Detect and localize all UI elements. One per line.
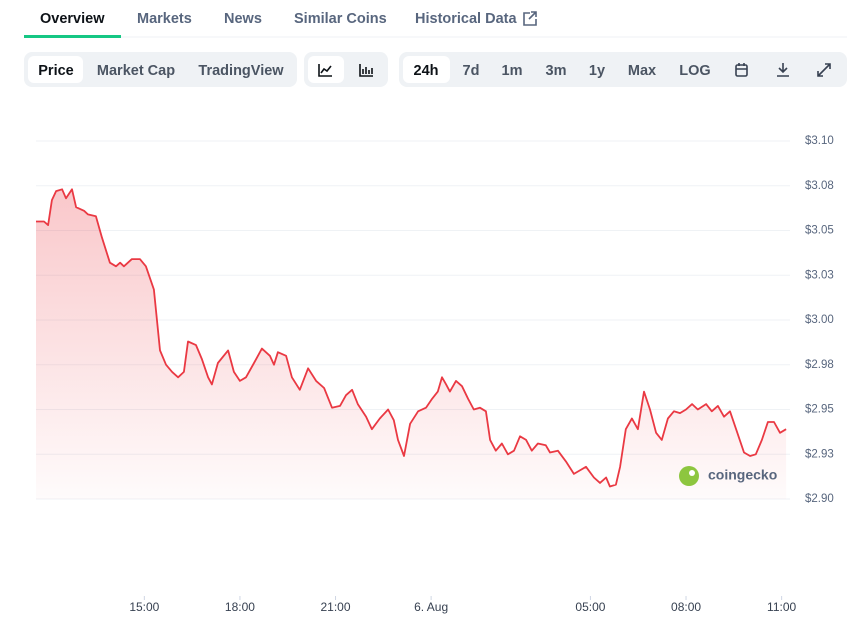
- active-button: [403, 56, 450, 83]
- y-tick-label: $3.08: [805, 180, 834, 192]
- x-tick-label: 11:00: [767, 600, 796, 614]
- mode-button[interactable]: Market Cap: [97, 63, 175, 79]
- range-button[interactable]: Max: [628, 63, 656, 79]
- tab[interactable]: Historical Data: [415, 11, 517, 27]
- range-button[interactable]: LOG: [679, 63, 710, 79]
- candle-icon[interactable]: [359, 64, 373, 77]
- mode-group: [24, 52, 297, 87]
- tab[interactable]: Overview: [40, 11, 105, 27]
- mode-button[interactable]: TradingView: [198, 63, 284, 79]
- x-tick-label: 08:00: [671, 600, 701, 614]
- active-button: [28, 56, 83, 83]
- x-tick-label: 15:00: [129, 600, 159, 614]
- tab[interactable]: Markets: [137, 11, 192, 27]
- download-icon[interactable]: [777, 63, 789, 77]
- tab[interactable]: Similar Coins: [294, 11, 387, 27]
- mode-button[interactable]: Price: [38, 63, 73, 79]
- y-tick-label: $3.05: [805, 225, 834, 237]
- range-button[interactable]: 1y: [589, 63, 605, 79]
- line-icon: [318, 64, 332, 77]
- external-link-icon: [523, 11, 537, 26]
- y-tick-label: $3.00: [805, 314, 834, 326]
- calendar-icon[interactable]: [735, 63, 748, 77]
- range-button[interactable]: 3m: [546, 63, 567, 79]
- x-tick-label: 21:00: [321, 600, 351, 614]
- y-tick-label: $3.10: [805, 135, 834, 147]
- x-tick-label: 05:00: [575, 600, 605, 614]
- watermark: coingecko: [679, 466, 777, 486]
- watermark-text: coingecko: [708, 467, 777, 483]
- y-tick-label: $2.90: [805, 493, 834, 505]
- price-area: [36, 189, 787, 500]
- y-tick-label: $2.93: [805, 448, 834, 460]
- range-button[interactable]: 1m: [502, 63, 523, 79]
- price-line: [36, 188, 787, 488]
- y-tick-label: $3.03: [805, 269, 834, 281]
- y-tick-label: $2.95: [805, 404, 834, 416]
- x-tick-label: 18:00: [225, 600, 255, 614]
- fullscreen-icon[interactable]: [817, 63, 831, 77]
- range-group: [399, 52, 847, 87]
- range-button[interactable]: 7d: [463, 63, 480, 79]
- plot: $3.10 $3.08 $3.05 $3.03 $3.00 $2.98 $2.95 $2.93…: [36, 135, 834, 614]
- tab[interactable]: News: [224, 11, 262, 27]
- x-tick-label: 6. Aug: [414, 600, 448, 614]
- range-button[interactable]: 24h: [414, 63, 439, 79]
- y-tick-label: $2.98: [805, 359, 834, 371]
